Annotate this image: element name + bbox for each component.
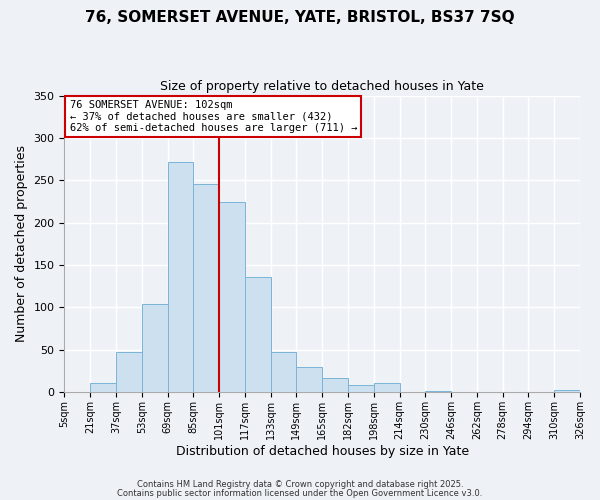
Bar — [425, 391, 451, 392]
Text: 76 SOMERSET AVENUE: 102sqm
← 37% of detached houses are smaller (432)
62% of sem: 76 SOMERSET AVENUE: 102sqm ← 37% of deta… — [70, 100, 357, 133]
Title: Size of property relative to detached houses in Yate: Size of property relative to detached ho… — [160, 80, 484, 93]
Text: Contains HM Land Registry data © Crown copyright and database right 2025.: Contains HM Land Registry data © Crown c… — [137, 480, 463, 489]
Bar — [219, 202, 245, 392]
Text: Contains public sector information licensed under the Open Government Licence v3: Contains public sector information licen… — [118, 488, 482, 498]
Bar — [167, 162, 193, 392]
Bar — [554, 390, 580, 392]
Bar — [348, 385, 374, 392]
Text: 76, SOMERSET AVENUE, YATE, BRISTOL, BS37 7SQ: 76, SOMERSET AVENUE, YATE, BRISTOL, BS37… — [85, 10, 515, 25]
Bar — [193, 184, 219, 392]
X-axis label: Distribution of detached houses by size in Yate: Distribution of detached houses by size … — [176, 444, 469, 458]
Bar — [90, 384, 116, 392]
Bar — [116, 352, 142, 392]
Bar — [374, 384, 400, 392]
Bar — [271, 352, 296, 392]
Bar — [245, 277, 271, 392]
Y-axis label: Number of detached properties: Number of detached properties — [15, 145, 28, 342]
Bar — [322, 378, 348, 392]
Bar — [296, 366, 322, 392]
Bar — [142, 304, 167, 392]
